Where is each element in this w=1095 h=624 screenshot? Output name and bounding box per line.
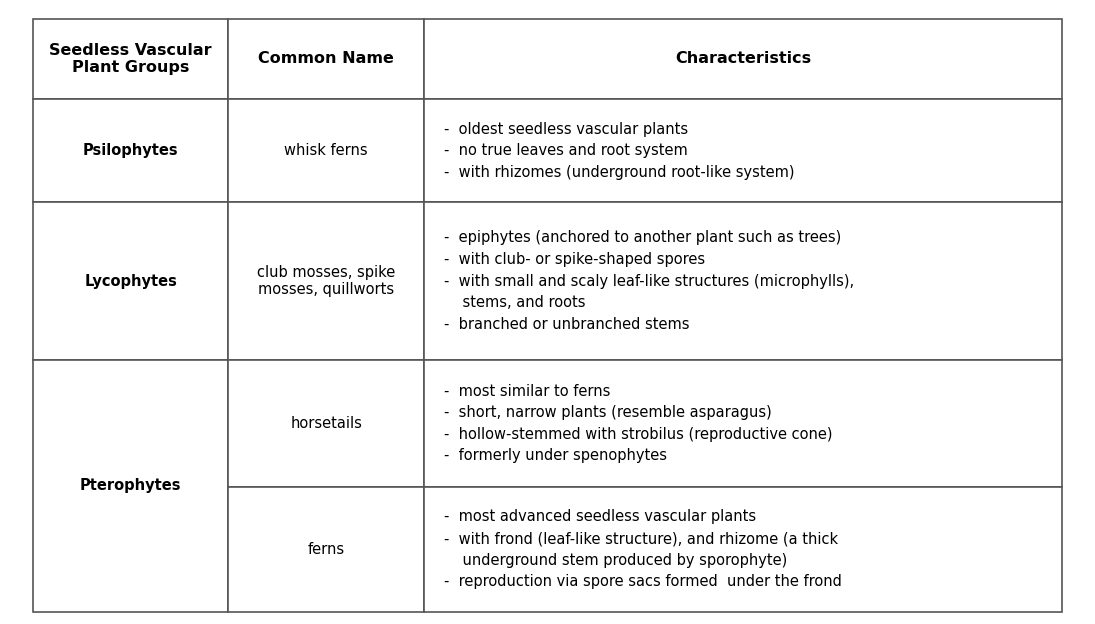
Text: -  oldest seedless vascular plants: - oldest seedless vascular plants <box>443 122 688 137</box>
Text: Lycophytes: Lycophytes <box>84 273 177 288</box>
Text: -  formerly under spenophytes: - formerly under spenophytes <box>443 448 667 463</box>
Bar <box>33 99 229 202</box>
Text: -  with frond (leaf-like structure), and rhizome (a thick: - with frond (leaf-like structure), and … <box>443 531 838 546</box>
Bar <box>424 202 1062 359</box>
Text: -  most similar to ferns: - most similar to ferns <box>443 384 610 399</box>
Text: -  with rhizomes (underground root-like system): - with rhizomes (underground root-like s… <box>443 165 794 180</box>
Text: -  with small and scaly leaf-like structures (microphylls),: - with small and scaly leaf-like structu… <box>443 273 854 288</box>
Bar <box>33 202 229 359</box>
Text: Seedless Vascular
Plant Groups: Seedless Vascular Plant Groups <box>49 42 212 75</box>
Bar <box>229 359 424 487</box>
Bar <box>33 19 229 99</box>
Text: -  most advanced seedless vascular plants: - most advanced seedless vascular plants <box>443 509 756 525</box>
Text: -  hollow-stemmed with strobilus (reproductive cone): - hollow-stemmed with strobilus (reprodu… <box>443 427 832 442</box>
Text: -  short, narrow plants (resemble asparagus): - short, narrow plants (resemble asparag… <box>443 405 772 420</box>
Text: Characteristics: Characteristics <box>675 51 811 66</box>
Text: Common Name: Common Name <box>258 51 394 66</box>
Text: -  no true leaves and root system: - no true leaves and root system <box>443 143 688 158</box>
Text: stems, and roots: stems, and roots <box>443 295 585 310</box>
Text: underground stem produced by sporophyte): underground stem produced by sporophyte) <box>443 552 787 568</box>
Text: club mosses, spike
mosses, quillworts: club mosses, spike mosses, quillworts <box>257 265 395 297</box>
Text: -  with club- or spike-shaped spores: - with club- or spike-shaped spores <box>443 252 705 267</box>
Text: Pterophytes: Pterophytes <box>80 478 182 493</box>
Bar <box>229 19 424 99</box>
Text: horsetails: horsetails <box>290 416 362 431</box>
Bar <box>424 359 1062 487</box>
Text: whisk ferns: whisk ferns <box>285 143 368 158</box>
Text: -  epiphytes (anchored to another plant such as trees): - epiphytes (anchored to another plant s… <box>443 230 841 245</box>
Bar <box>229 202 424 359</box>
Bar <box>229 99 424 202</box>
Text: -  reproduction via spore sacs formed  under the frond: - reproduction via spore sacs formed und… <box>443 574 842 589</box>
Bar <box>33 359 229 612</box>
Bar <box>424 487 1062 612</box>
Bar <box>424 99 1062 202</box>
Bar <box>424 19 1062 99</box>
Text: Psilophytes: Psilophytes <box>83 143 178 158</box>
Text: -  branched or unbranched stems: - branched or unbranched stems <box>443 316 689 331</box>
Text: ferns: ferns <box>308 542 345 557</box>
Bar <box>229 487 424 612</box>
